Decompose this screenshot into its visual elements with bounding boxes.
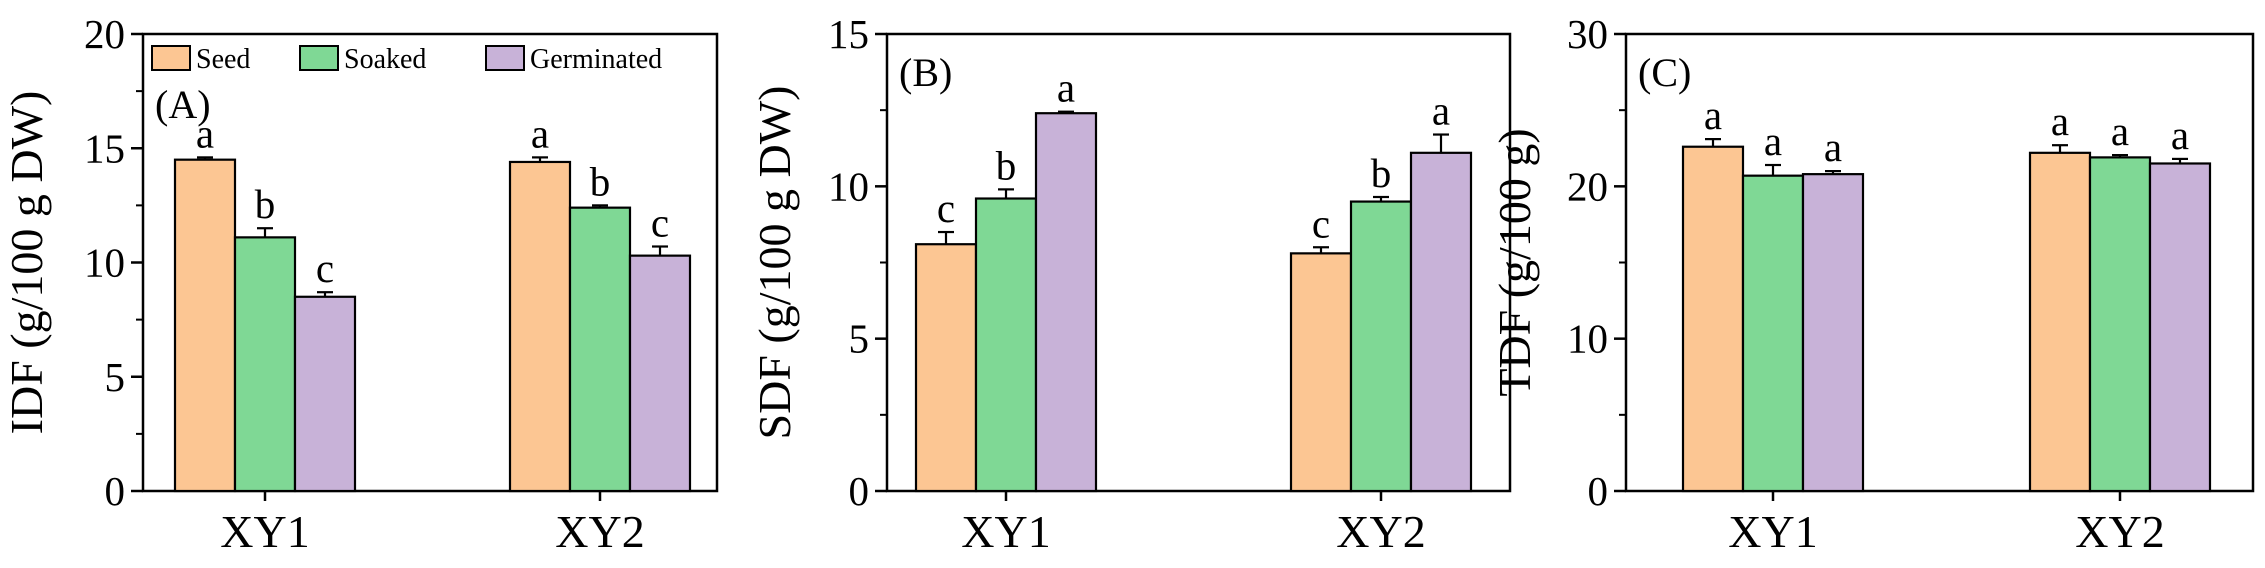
bar-germinated-xy2: [628, 254, 692, 493]
legend-label-seed: Seed: [196, 44, 250, 75]
bar-soaked-xy1: [974, 197, 1038, 493]
x-tick-label: XY2: [1336, 506, 1425, 557]
y-tick-label: 0: [1588, 468, 1609, 514]
significance-letter: a: [1704, 92, 1722, 138]
significance-letter: a: [2111, 108, 2129, 154]
y-axis-title: TDF (g/100 g): [1489, 128, 1540, 396]
panel-label: (A): [155, 82, 211, 127]
bar-seed-xy2: [2028, 151, 2092, 493]
significance-letter: a: [531, 110, 549, 156]
significance-letter: a: [1824, 124, 1842, 170]
legend: Seed Soaked Germinated: [151, 44, 662, 75]
x-tick-label: XY1: [1728, 506, 1817, 557]
significance-letter: c: [316, 245, 334, 291]
bar-soaked-xy2: [1349, 200, 1413, 493]
bar-soaked-xy2: [2088, 156, 2152, 493]
significance-letter: b: [590, 158, 611, 204]
y-tick-label: 5: [849, 316, 870, 362]
panel-label: (B): [899, 50, 952, 95]
y-tick-label: 10: [84, 240, 125, 286]
significance-letter: a: [1764, 118, 1782, 164]
significance-letter: a: [196, 110, 214, 156]
y-tick-label: 20: [1567, 163, 1608, 209]
panel-label: (C): [1638, 50, 1691, 95]
significance-letter: c: [937, 185, 955, 231]
significance-letter: b: [996, 142, 1017, 188]
bar-seed-xy2: [508, 160, 572, 493]
significance-letter: b: [1371, 150, 1392, 196]
bar-seed-xy1: [173, 158, 237, 493]
bar-germinated-xy2: [1409, 151, 1473, 493]
bar-germinated-xy1: [293, 295, 357, 493]
y-tick-label: 15: [84, 125, 125, 171]
significance-letter: a: [2051, 98, 2069, 144]
bar-soaked-xy1: [1741, 174, 1805, 493]
bar-soaked-xy2: [568, 206, 632, 493]
significance-letter: b: [255, 181, 276, 227]
bar-soaked-xy1: [233, 236, 297, 493]
legend-swatch-germinated: [485, 45, 525, 71]
y-tick-label: 20: [84, 11, 125, 57]
significance-letter: c: [1312, 200, 1330, 246]
y-tick-label: 10: [828, 163, 869, 209]
bar-seed-xy1: [1681, 145, 1745, 493]
x-tick-label: XY2: [555, 506, 644, 557]
significance-letter: a: [2171, 112, 2189, 158]
significance-letter: a: [1057, 65, 1075, 111]
y-axis-title: IDF (g/100 g DW): [1, 91, 52, 435]
legend-label-germinated: Germinated: [530, 44, 662, 75]
x-tick-label: XY1: [220, 506, 309, 557]
significance-letter: a: [1432, 88, 1450, 134]
bar-seed-xy2: [1289, 252, 1353, 493]
y-axis-title: SDF (g/100 g DW): [749, 86, 800, 440]
significance-letter: c: [651, 200, 669, 246]
y-tick-label: 0: [105, 468, 126, 514]
legend-label-soaked: Soaked: [344, 44, 426, 75]
x-tick-label: XY1: [961, 506, 1050, 557]
bar-germinated-xy1: [1801, 173, 1865, 493]
y-tick-label: 30: [1567, 11, 1608, 57]
bar-germinated-xy2: [2148, 162, 2212, 493]
bar-germinated-xy1: [1034, 112, 1098, 493]
legend-swatch-soaked: [299, 45, 339, 71]
y-tick-label: 5: [105, 354, 126, 400]
y-tick-label: 0: [849, 468, 870, 514]
x-tick-label: XY2: [2075, 506, 2164, 557]
bar-seed-xy1: [914, 243, 978, 493]
legend-swatch-seed: [151, 45, 191, 71]
y-tick-label: 15: [828, 11, 869, 57]
y-tick-label: 10: [1567, 316, 1608, 362]
